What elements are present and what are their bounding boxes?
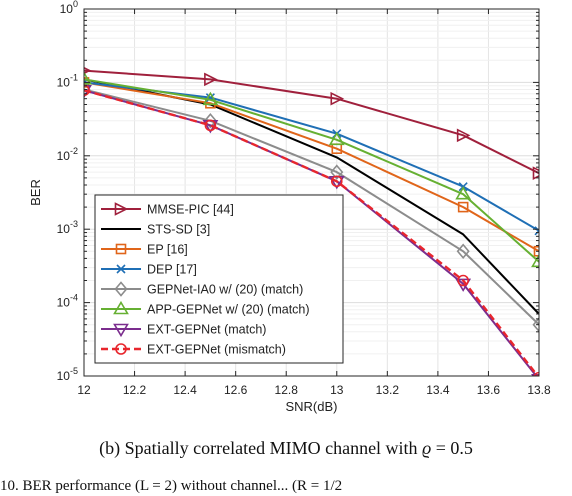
x-tick-label: 12.4 [173,383,197,397]
y-tick-exponent: -1 [70,72,78,82]
data-point [456,128,471,143]
legend-item: EXT-GEPNet (mismatch) [101,343,286,357]
data-point [203,113,217,129]
data-point [457,201,469,213]
y-tick-base: 10 [57,75,71,89]
data-point [204,119,217,132]
y-axis-label: BER [28,179,43,206]
data-point [534,226,539,236]
y-tick-label: 10-5 [57,366,78,383]
axes: 12 12.2 12.4 12.6 12.8 13 13.2 13.4 13.6 13.81001… [57,0,551,397]
legend-box [94,194,344,364]
legend-label: EXT-GEPNet (mismatch) [147,343,286,357]
plot-border [83,8,540,377]
series-line [84,89,539,376]
caption-label: (b) [99,438,121,458]
y-tick-label: 10-3 [57,219,78,236]
caption-symbol: ϱ [422,438,432,458]
y-tick-exponent: -3 [70,219,78,229]
data-point [532,166,539,180]
y-tick-base: 10 [57,222,71,236]
data-point [84,84,90,97]
legend-label: STS-SD [3] [147,223,210,237]
legend-label: MMSE-PIC [44] [147,203,234,217]
legend-swatch-marker [114,202,129,216]
legend-swatch-marker [116,264,126,274]
legend-swatch-marker [115,343,127,355]
series-app-gepnet-w-20-match [84,71,539,268]
y-tick-base: 10 [57,149,71,163]
data-point [531,253,539,268]
x-tick-label: 13.2 [376,383,400,397]
data-point [330,91,345,106]
data-point [532,316,539,333]
data-point [328,131,345,146]
legend-swatch-marker [115,243,127,255]
legend-label: GEPNet-IA0 w/ (20) (match) [147,283,303,297]
legend-label: EXT-GEPNet (match) [147,323,266,337]
legend-item: GEPNet-IA0 w/ (20) (match) [101,281,303,297]
x-tick-label: 12.2 [123,383,147,397]
series-ext-gepnet-mismatch [84,84,539,376]
y-tick-exponent: -2 [70,146,78,156]
legend-label: EP [16] [147,243,188,257]
data-point [84,71,92,85]
data-point [330,164,344,180]
y-tick-label: 10-2 [57,146,78,163]
x-tick-label: 13.4 [426,383,450,397]
legend-item: STS-SD [3] [101,223,210,237]
figure-caption: (b) Spatially correlated MIMO channel wi… [0,438,572,459]
y-tick-base: 10 [57,369,71,383]
caption-equation: = 0.5 [435,438,473,458]
cutoff-caption-text: 10. BER performance (L = 2) without chan… [0,478,343,494]
y-tick-base: 10 [57,296,71,310]
legend-item: EXT-GEPNet (match) [101,323,266,338]
series-line [84,78,539,263]
data-point [455,186,472,200]
y-tick-label: 100 [60,0,78,16]
legend-swatch-marker [113,300,129,315]
legend-item: DEP [17] [101,263,197,277]
legend-swatch-marker [114,281,128,297]
y-tick-exponent: -4 [70,293,78,303]
y-tick-exponent: 0 [73,0,78,9]
caption-text: Spatially correlated MIMO channel with [124,438,418,458]
y-tick-base: 10 [60,2,74,16]
data-point [456,243,470,260]
data-point [204,72,218,87]
y-tick-label: 10-4 [57,293,78,310]
legend-swatch-marker [113,323,129,338]
legend-label: APP-GEPNet w/ (20) (match) [147,303,310,317]
series-line [84,81,539,253]
data-point [202,91,219,106]
series-mmse-pic-44 [84,66,539,180]
series-layer [84,66,539,376]
legend-item: APP-GEPNet w/ (20) (match) [101,300,310,317]
x-tick-label: 13.6 [477,383,501,397]
x-tick-label: 12.6 [224,383,248,397]
series-line [84,69,539,175]
data-point [533,245,539,257]
legend-item: MMSE-PIC [44] [101,202,234,217]
x-tick-label: 12 [77,383,91,397]
y-tick-exponent: -5 [70,366,78,376]
x-axis-label: SNR(dB) [285,399,337,414]
data-point [457,274,469,287]
x-tick-label: 13 [330,383,344,397]
series-line [84,88,539,326]
legend: MMSE-PIC [44] STS-SD [3] EP [16] DEP [17] GE… [94,194,344,364]
ber-chart: 12 12.2 12.4 12.6 12.8 13 13.2 13.4 13.6 13.81001… [28,0,551,414]
legend-label: DEP [17] [147,263,197,277]
data-point [330,175,343,188]
x-tick-label: 12.8 [275,383,299,397]
y-tick-label: 10-1 [57,72,78,89]
legend-item: EP [16] [101,243,188,257]
x-tick-label: 13.8 [527,383,551,397]
